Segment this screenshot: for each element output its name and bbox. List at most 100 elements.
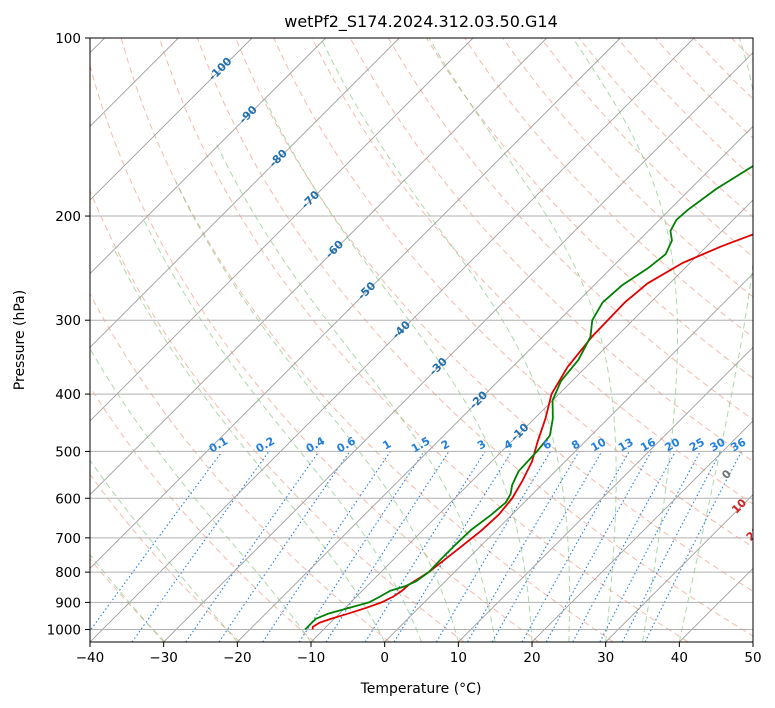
isotherm-line [90, 38, 474, 422]
mixing-ratio-label: 0.1 [207, 434, 230, 455]
moist-adiabat [678, 38, 753, 642]
isotherm-line [90, 38, 695, 642]
moist-adiabat [215, 141, 496, 642]
dry-adiabat [235, 38, 753, 592]
dry-adiabat [197, 38, 753, 637]
x-tick-label: 10 [450, 650, 467, 666]
moist-adiabat [141, 215, 422, 642]
y-axis-label: Pressure (hPa) [12, 290, 28, 390]
moist-adiabat [90, 459, 238, 642]
moist-adiabat-label: 30 [760, 552, 775, 572]
mixing-ratio-line [644, 451, 742, 642]
y-tick-label: 400 [55, 387, 81, 403]
mixing-ratio-line [393, 451, 513, 642]
x-tick-label: 0 [380, 650, 389, 666]
isotherm-line [310, 199, 753, 642]
x-axis-label: Temperature (°C) [360, 681, 482, 697]
isotherm-label: -10 [508, 421, 531, 444]
y-tick-label: 1000 [47, 622, 81, 638]
mixing-ratio-line [298, 451, 425, 642]
y-tick-label: 300 [55, 313, 81, 329]
isotherm-label: -30 [427, 355, 450, 378]
moist-adiabat [175, 181, 459, 642]
mixing-ratio-line [262, 451, 391, 642]
dry-adiabat [90, 63, 540, 642]
moist-adiabat-label: 20 [744, 524, 764, 544]
mixing-ratio-label: 6 [541, 437, 554, 452]
isotherm-line [90, 38, 326, 275]
x-tick-label: 40 [671, 650, 688, 666]
x-tick-label: 30 [597, 650, 614, 666]
isotherm-label: -40 [390, 318, 413, 341]
isotherm-line [237, 125, 753, 642]
dry-adiabat [90, 473, 241, 642]
isotherm-line [90, 38, 621, 569]
mixing-ratio-line [90, 451, 223, 632]
moist-adiabat [572, 38, 679, 642]
isotherm-label: -50 [355, 279, 378, 302]
dry-adiabat [90, 385, 316, 642]
x-tick-label: 50 [744, 650, 761, 666]
mixing-ratio-label: 1.5 [409, 434, 432, 455]
isotherm-line [752, 641, 753, 642]
isotherm-line [384, 273, 753, 642]
x-tick-label: −30 [149, 650, 178, 666]
isotherm-line [531, 420, 753, 642]
dry-adiabat [425, 38, 753, 379]
y-tick-label: 700 [55, 531, 81, 547]
moist-adiabat [112, 246, 386, 642]
plot-area [90, 38, 775, 642]
x-tick-label: −20 [223, 650, 252, 666]
dry-adiabat [693, 38, 753, 100]
isotherm-line [90, 38, 253, 201]
isopleth-labels: -100-90 -80 -70 -60 -50 -40 -30 -20 -10 0.1 0.2 0.4… [206, 54, 775, 572]
dry-adiabat [654, 38, 753, 139]
isotherm-label: -100 [206, 54, 235, 83]
dry-adiabat [90, 292, 390, 642]
isotherm-label: -70 [299, 188, 322, 211]
moist-adiabat [320, 38, 571, 642]
isotherm-label: -20 [467, 388, 490, 411]
mixing-ratio-label: 0.2 [254, 434, 277, 455]
mixing-ratio-label: 0.6 [335, 434, 359, 455]
temperature-profile [311, 233, 753, 630]
dry-adiabat [90, 189, 465, 642]
y-tick-label: 100 [55, 31, 81, 47]
mixing-ratio-label: 8 [569, 437, 582, 452]
y-tick-label: 500 [55, 444, 81, 460]
dry-adiabat [349, 38, 753, 463]
mixing-ratio-line [218, 451, 351, 642]
mixing-ratio-line [185, 451, 320, 642]
mixing-ratio-line [572, 451, 677, 642]
x-tick-label: −10 [297, 650, 326, 666]
isotherm-line [90, 38, 400, 348]
moist-adiabat [428, 38, 617, 642]
isotherm-label: -90 [237, 103, 260, 126]
dry-adiabat [502, 38, 753, 298]
mixing-ratio-label: 3 [475, 437, 488, 452]
mixing-ratio-line [621, 451, 722, 642]
mixing-ratio-label: 1 [380, 437, 393, 452]
dry-adiabat [770, 38, 775, 642]
plot-frame [89, 37, 754, 643]
mixing-ratio-line [364, 451, 486, 642]
dry-adiabat [120, 38, 614, 642]
y-tick-label: 600 [55, 491, 81, 507]
dry-adiabat [273, 38, 753, 548]
axes: −40 −30 −20 −10 0 10 20 30 40 5010020030040050060… [47, 31, 762, 666]
mixing-ratio-line [599, 451, 701, 642]
x-tick-label: 20 [523, 650, 540, 666]
mixing-ratio-label: 2 [439, 437, 452, 452]
mixing-ratio-line [545, 451, 652, 642]
moist-adiabat [262, 95, 533, 642]
y-tick-label: 200 [55, 209, 81, 225]
isotherm-line [679, 567, 753, 642]
dry-adiabat [158, 38, 689, 642]
dry-adiabat [311, 38, 753, 505]
isotherm-line [90, 38, 547, 496]
dry-adiabat [387, 38, 753, 421]
mixing-ratio-line [325, 451, 450, 642]
dewpoint-profile [304, 165, 753, 631]
isotherm-label: -80 [267, 147, 290, 170]
